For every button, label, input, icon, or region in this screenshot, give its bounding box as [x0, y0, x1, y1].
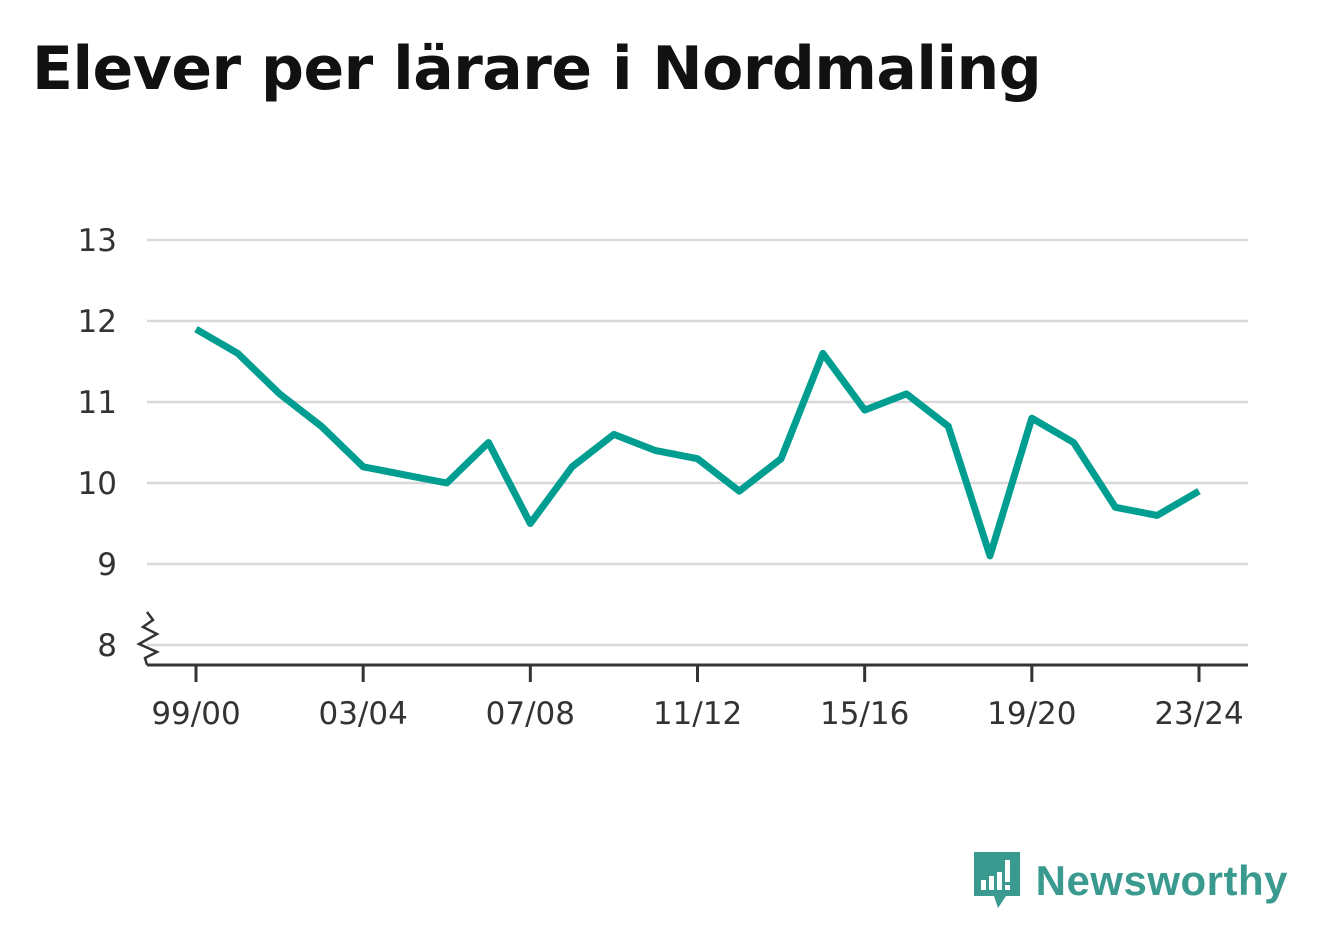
brand-logo: Newsworthy [972, 850, 1288, 912]
brand-name: Newsworthy [1035, 857, 1288, 904]
y-tick-label-8: 8 [97, 628, 117, 664]
series-line-0 [194, 326, 1201, 560]
x-tick-label-19-20: 19/20 [987, 696, 1076, 732]
x-tick-label-11-12: 11/12 [653, 696, 742, 732]
x-tick-label-03-04: 03/04 [318, 696, 407, 732]
chart-title: Elever per lärare i Nordmaling [32, 34, 1042, 104]
x-tick-label-15-16: 15/16 [820, 696, 909, 732]
x-tick-label-23-24: 23/24 [1154, 696, 1243, 732]
y-tick-label-13: 13 [78, 223, 117, 259]
newsworthy-logo-icon [973, 852, 1020, 908]
y-tick-label-10: 10 [78, 466, 117, 502]
y-tick-label-11: 11 [78, 385, 117, 421]
y-tick-label-12: 12 [78, 304, 117, 340]
y-tick-label-9: 9 [97, 547, 117, 583]
x-tick-label-99-00: 99/00 [151, 696, 240, 732]
y-axis-break-mark [136, 611, 160, 666]
x-tick-label-07-08: 07/08 [486, 696, 575, 732]
